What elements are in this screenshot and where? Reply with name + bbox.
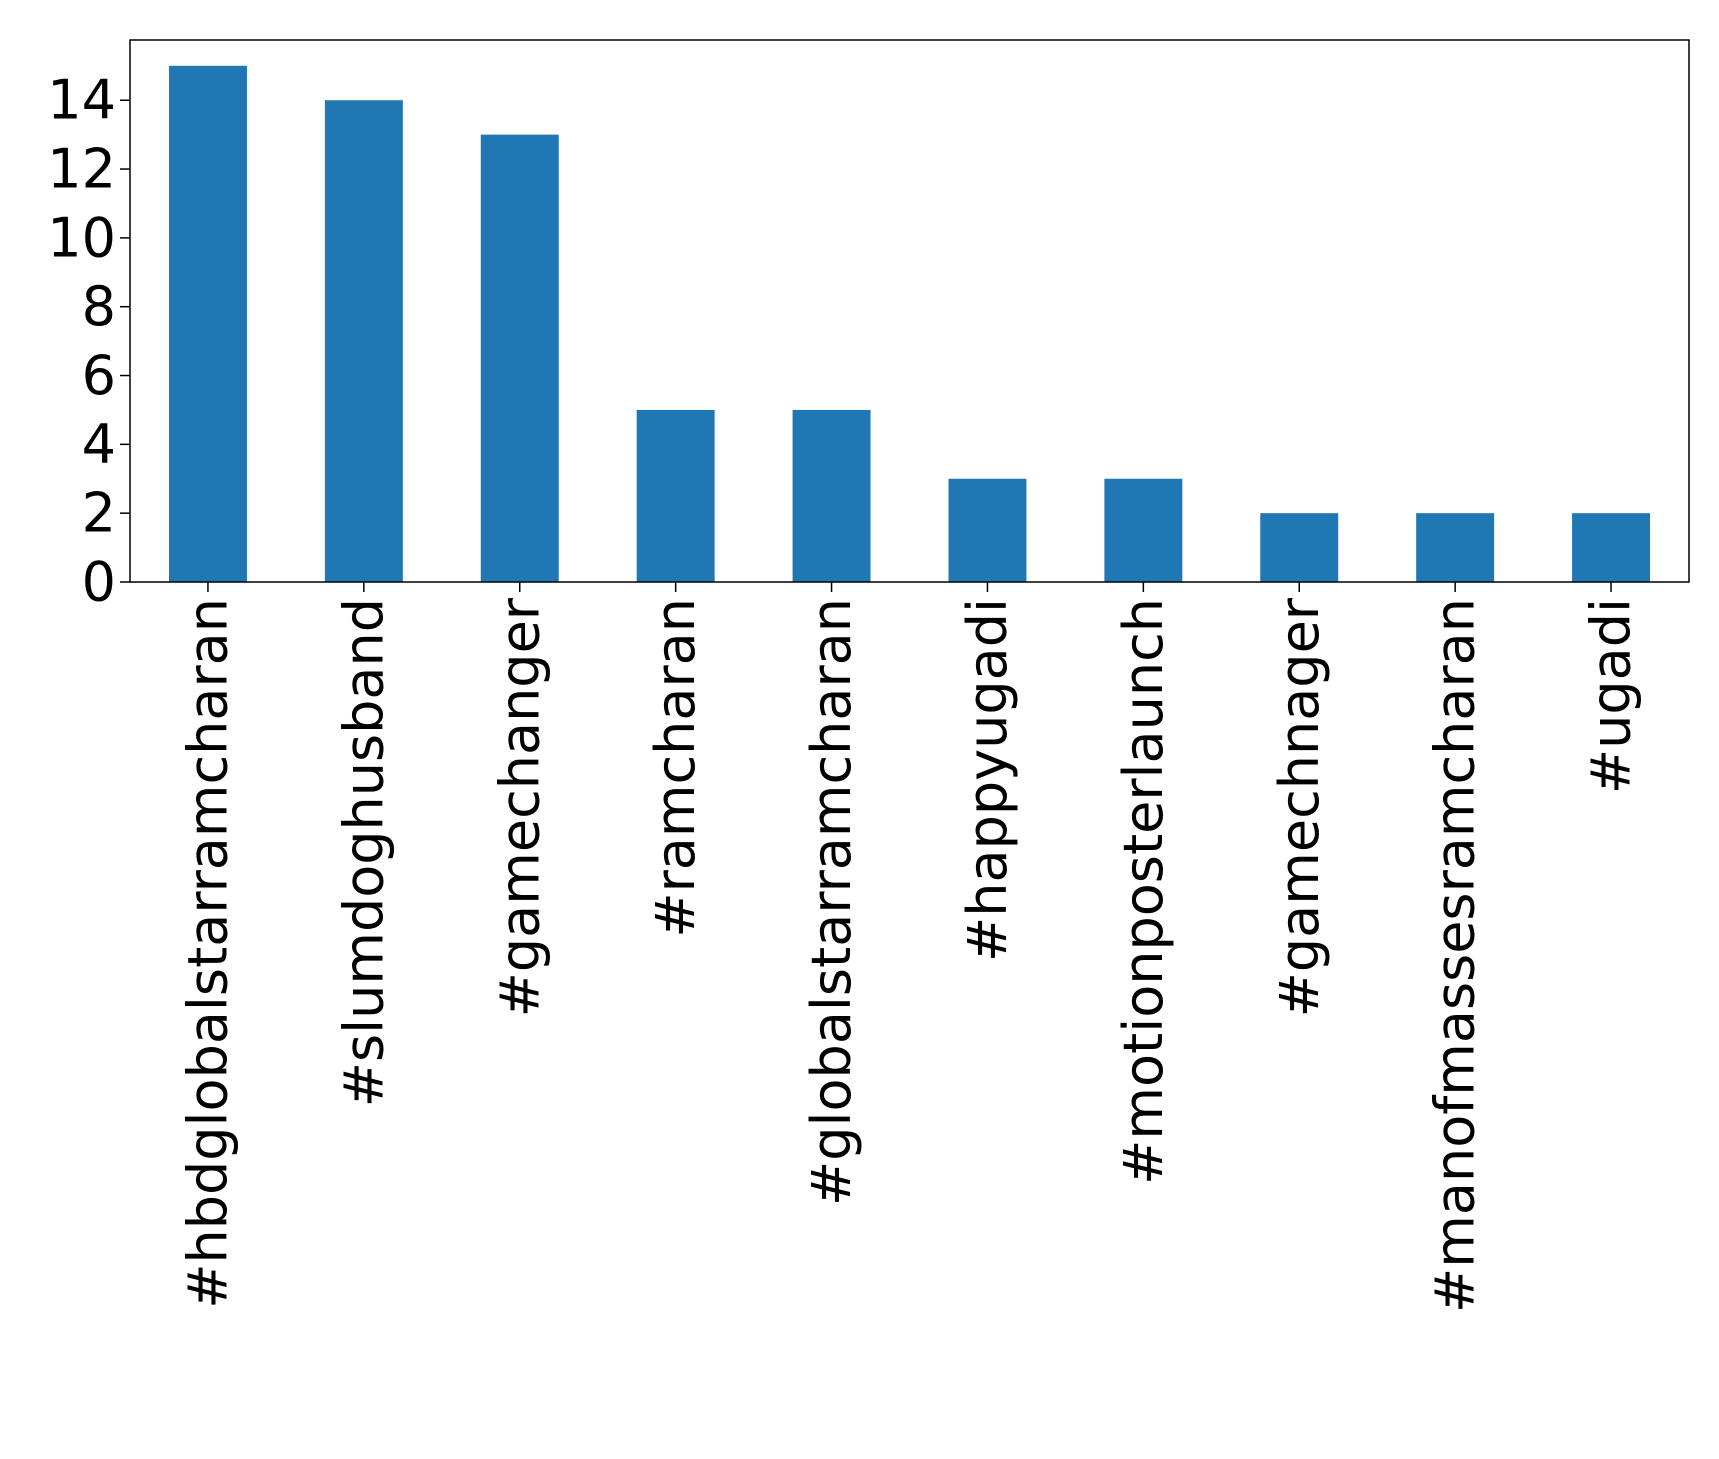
y-tick-label: 14 bbox=[47, 69, 116, 132]
y-tick-label: 12 bbox=[47, 138, 116, 201]
y-tick-label: 4 bbox=[82, 413, 116, 476]
bar-gamechanger bbox=[480, 134, 559, 582]
bar-slumdoghusband bbox=[324, 100, 403, 582]
bar-manofmassesramcharan bbox=[1416, 513, 1495, 582]
x-tick-label: #ugadi bbox=[1580, 598, 1643, 794]
bar-happyugadi bbox=[948, 478, 1027, 582]
x-tick-label: #motionposterlaunch bbox=[1112, 598, 1175, 1185]
x-axis: #hbdglobalstarramcharan #slumdoghusband #g… bbox=[176, 582, 1643, 1313]
x-tick-label: #manofmassesramcharan bbox=[1424, 598, 1487, 1313]
bar-ugadi bbox=[1572, 513, 1651, 582]
x-tick-label: #happyugadi bbox=[956, 598, 1019, 962]
y-tick-label: 8 bbox=[82, 275, 116, 338]
bars-group bbox=[168, 65, 1651, 583]
bar-ramcharan bbox=[636, 409, 715, 582]
x-tick-label: #slumdoghusband bbox=[332, 598, 395, 1107]
y-tick-label: 0 bbox=[82, 551, 116, 614]
x-tick-label: #gamechanger bbox=[488, 597, 551, 1017]
plot-area-frame bbox=[129, 39, 1690, 583]
y-tick-label: 6 bbox=[82, 344, 116, 407]
bar-hbdglobalstarramcharan bbox=[168, 65, 247, 583]
x-tick-label: #ramcharan bbox=[644, 598, 707, 938]
x-tick-label: #hbdglobalstarramcharan bbox=[176, 598, 239, 1309]
bar-globalstarramcharan bbox=[792, 409, 871, 582]
y-tick-label: 10 bbox=[47, 206, 116, 269]
x-tick-label: #globalstarramcharan bbox=[800, 598, 863, 1206]
bar-gamechnager bbox=[1260, 513, 1339, 582]
bar-motionposterlaunch bbox=[1104, 478, 1183, 582]
x-tick-label: #gamechnager bbox=[1268, 597, 1331, 1017]
y-tick-label: 2 bbox=[82, 482, 116, 545]
